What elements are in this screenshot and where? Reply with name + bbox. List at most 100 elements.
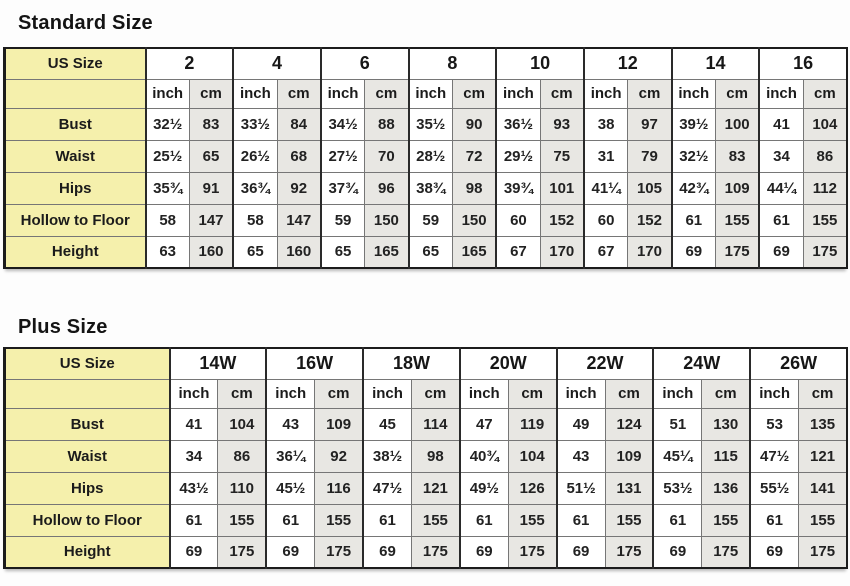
unit-header-row: inch cm inch cm inch cm inch cm inch cm inch cm inch…	[4, 78, 847, 108]
cm-value-cell: 155	[798, 503, 847, 536]
inch-value-cell: 65	[407, 235, 453, 268]
cm-value-cell: 155	[217, 503, 267, 536]
inch-value-cell: 63	[144, 235, 190, 268]
inch-value-cell: 43½	[168, 471, 218, 504]
cm-value-cell: 65	[188, 139, 234, 172]
inch-value-cell: 61	[362, 503, 412, 536]
inch-value-cell: 69	[749, 535, 799, 568]
size-header-cell: 26W	[749, 347, 847, 379]
inch-value-cell: 45	[362, 407, 412, 440]
inch-value-cell: 65	[319, 235, 365, 268]
size-header-row: US Size 2 4 6 8 10 12 14 16	[4, 47, 847, 79]
measurement-row: Hips 43½ 110 45½ 116 47½ 121 49½ 126 51½ 131 53½ 136…	[4, 471, 847, 504]
measurement-row: Bust 32½ 83 33½ 84 34½ 88 35½ 90 36½ 93 38 97 39½ 100 4…	[4, 107, 847, 140]
cm-value-cell: 97	[627, 107, 672, 140]
inch-value-cell: 36½	[495, 107, 541, 140]
cm-value-cell: 86	[802, 139, 847, 172]
inch-value-cell: 27½	[319, 139, 365, 172]
cm-value-cell: 150	[451, 203, 497, 236]
inch-value-cell: 58	[232, 203, 278, 236]
size-header-cell: 14W	[168, 347, 267, 379]
cm-value-cell: 126	[507, 471, 557, 504]
plus-size-table: US Size 14W 16W 18W 20W 22W 24W 26W inch cm inch cm…	[3, 347, 848, 569]
inch-value-cell: 61	[265, 503, 315, 536]
size-header-cell: 10	[495, 47, 584, 79]
size-header-cell: 12	[582, 47, 672, 79]
inch-value-cell: 41	[168, 407, 218, 440]
unit-inch-header: inch	[670, 78, 716, 108]
cm-value-cell: 75	[539, 139, 584, 172]
inch-value-cell: 39¾	[495, 171, 541, 204]
inch-value-cell: 34½	[319, 107, 365, 140]
inch-value-cell: 61	[670, 203, 716, 236]
corner-empty-cell	[4, 78, 146, 108]
measurement-label: Hips	[4, 471, 170, 504]
inch-value-cell: 34	[168, 439, 218, 472]
unit-inch-header: inch	[407, 78, 453, 108]
unit-cm-header: cm	[451, 78, 497, 108]
unit-inch-header: inch	[758, 78, 804, 108]
cm-value-cell: 104	[507, 439, 557, 472]
inch-value-cell: 37¾	[319, 171, 365, 204]
inch-value-cell: 67	[582, 235, 628, 268]
cm-value-cell: 155	[604, 503, 654, 536]
unit-cm-header: cm	[276, 78, 321, 108]
inch-value-cell: 61	[758, 203, 804, 236]
cm-value-cell: 130	[701, 407, 751, 440]
cm-value-cell: 98	[451, 171, 497, 204]
unit-cm-header: cm	[314, 378, 364, 408]
unit-cm-header: cm	[802, 78, 847, 108]
cm-value-cell: 84	[276, 107, 321, 140]
inch-value-cell: 36¼	[265, 439, 315, 472]
unit-cm-header: cm	[798, 378, 847, 408]
measurement-row: Bust 41 104 43 109 45 114 47 119 49 124 51 130 53 135	[4, 407, 847, 440]
inch-value-cell: 69	[652, 535, 702, 568]
unit-cm-header: cm	[507, 378, 557, 408]
measurement-label: Height	[4, 535, 170, 568]
inch-value-cell: 61	[749, 503, 799, 536]
inch-value-cell: 38	[582, 107, 628, 140]
cm-value-cell: 92	[276, 171, 321, 204]
inch-value-cell: 61	[168, 503, 218, 536]
size-header-cell: 18W	[362, 347, 460, 379]
inch-value-cell: 49	[555, 407, 606, 440]
inch-value-cell: 45¼	[652, 439, 702, 472]
cm-value-cell: 155	[714, 203, 760, 236]
inch-value-cell: 43	[265, 407, 315, 440]
inch-value-cell: 53	[749, 407, 799, 440]
inch-value-cell: 43	[555, 439, 606, 472]
unit-cm-header: cm	[627, 78, 672, 108]
inch-value-cell: 42¾	[670, 171, 716, 204]
cm-value-cell: 116	[314, 471, 364, 504]
inch-value-cell: 53½	[652, 471, 702, 504]
cm-value-cell: 93	[539, 107, 584, 140]
cm-value-cell: 124	[604, 407, 654, 440]
inch-value-cell: 39½	[670, 107, 716, 140]
unit-inch-header: inch	[265, 378, 315, 408]
cm-value-cell: 170	[627, 235, 672, 268]
us-size-label: US Size	[4, 47, 146, 79]
inch-value-cell: 26½	[232, 139, 278, 172]
unit-inch-header: inch	[319, 78, 365, 108]
inch-value-cell: 65	[232, 235, 278, 268]
unit-cm-header: cm	[364, 78, 409, 108]
cm-value-cell: 88	[364, 107, 409, 140]
unit-cm-header: cm	[714, 78, 760, 108]
unit-cm-header: cm	[701, 378, 751, 408]
inch-value-cell: 61	[458, 503, 509, 536]
cm-value-cell: 83	[714, 139, 760, 172]
cm-value-cell: 101	[539, 171, 584, 204]
size-header-cell: 16W	[265, 347, 364, 379]
inch-value-cell: 34	[758, 139, 804, 172]
cm-value-cell: 109	[314, 407, 364, 440]
measurement-label: Hollow to Floor	[4, 503, 170, 536]
cm-value-cell: 175	[410, 535, 460, 568]
measurement-label: Bust	[4, 107, 146, 140]
inch-value-cell: 51	[652, 407, 702, 440]
inch-value-cell: 51½	[555, 471, 606, 504]
cm-value-cell: 110	[217, 471, 267, 504]
inch-value-cell: 25½	[144, 139, 190, 172]
cm-value-cell: 147	[276, 203, 321, 236]
cm-value-cell: 175	[217, 535, 267, 568]
standard-size-table: US Size 2 4 6 8 10 12 14 16 inch cm inch cm inch cm inc…	[3, 47, 848, 269]
